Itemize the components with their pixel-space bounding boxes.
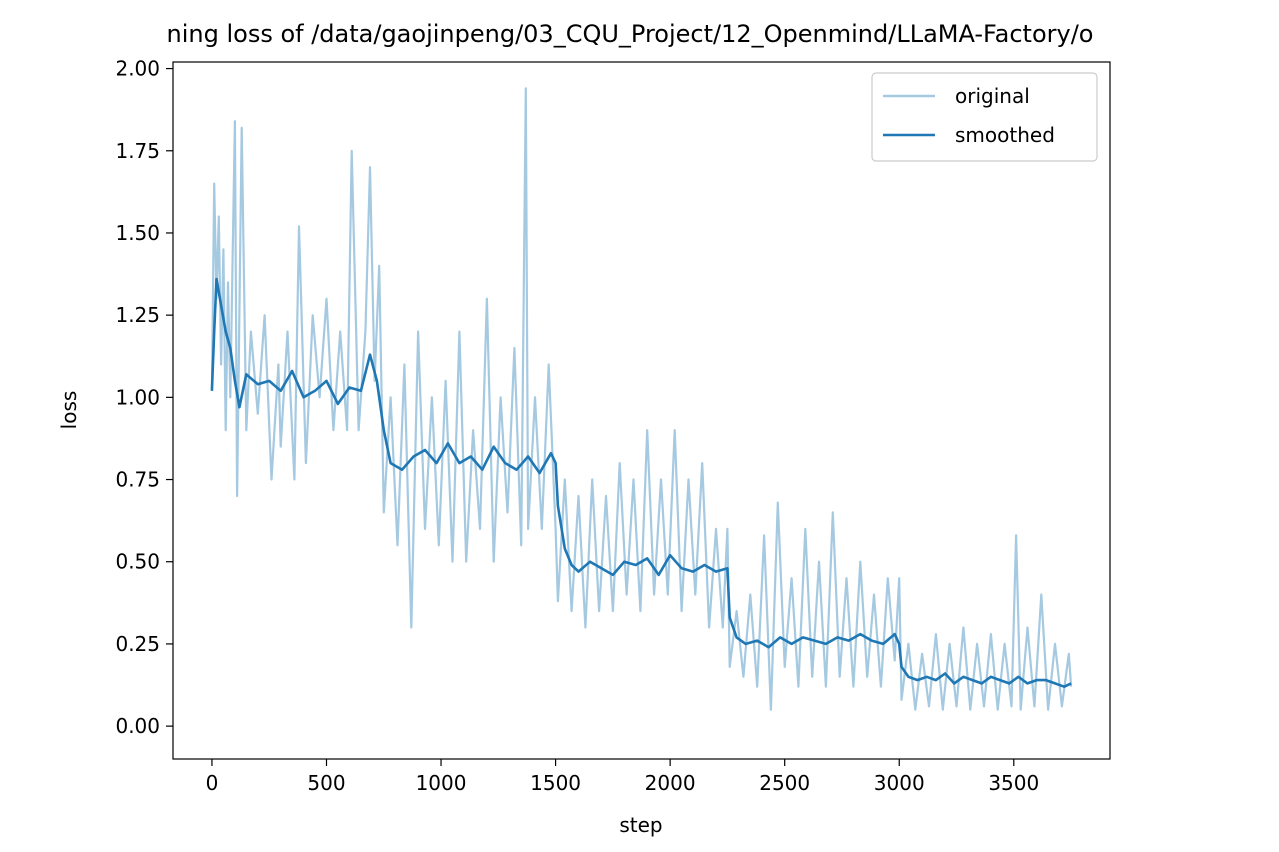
plot-frame (172, 61, 1111, 760)
x-tick-label: 3500 (988, 771, 1039, 795)
series-line-original (210, 87, 1073, 711)
y-tick-label: 1.75 (115, 139, 160, 163)
x-axis-label: step (619, 813, 662, 837)
series-layer (210, 87, 1073, 711)
x-tick-label: 2500 (759, 771, 810, 795)
y-tick-label: 0.50 (115, 550, 160, 574)
y-tick-label: 2.00 (115, 57, 160, 81)
y-axis: 0.00 0.25 0.50 0.75 1.00 1.25 1.50 1.75 2.00 (115, 57, 173, 738)
x-axis: 0 500 1000 1500 2000 2500 3000 3500 (206, 759, 1039, 795)
chart-title: ning loss of /data/gaojinpeng/03_CQU_Pro… (167, 20, 1094, 48)
x-tick-label: 0 (206, 771, 219, 795)
y-tick-label: 0.00 (115, 714, 160, 738)
x-tick-label: 3000 (874, 771, 925, 795)
legend-label-original: original (955, 84, 1030, 108)
x-tick-label: 1500 (530, 771, 581, 795)
legend-label-smoothed: smoothed (955, 123, 1055, 147)
y-tick-label: 1.25 (115, 303, 160, 327)
y-tick-label: 0.75 (115, 468, 160, 492)
series-line-smoothed (210, 277, 1072, 689)
y-tick-label: 0.25 (115, 632, 160, 656)
y-axis-label: loss (57, 391, 81, 430)
y-tick-label: 1.00 (115, 385, 160, 409)
legend: original smoothed (871, 72, 1098, 162)
legend-box (871, 72, 1098, 162)
x-tick-label: 1000 (416, 771, 467, 795)
x-tick-label: 500 (307, 771, 345, 795)
x-tick-label: 2000 (645, 771, 696, 795)
y-tick-label: 1.50 (115, 221, 160, 245)
